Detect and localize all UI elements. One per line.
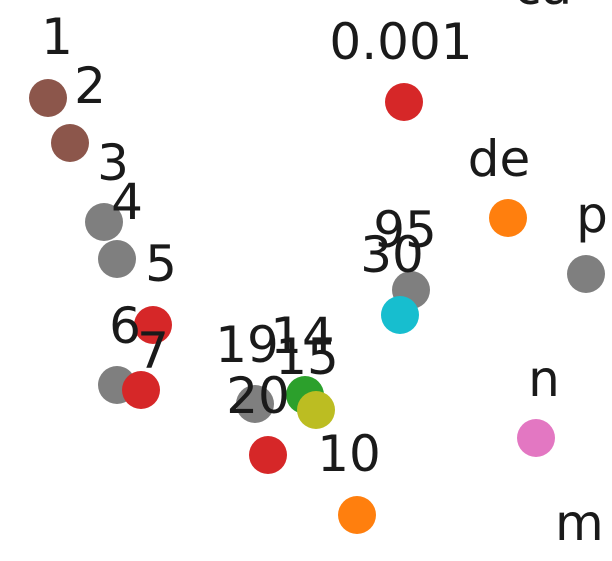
scatter-point-2 [85,203,123,241]
scatter-point-12 [385,83,423,121]
scatter-point-17 [517,419,555,457]
scatter-point-4 [134,306,172,344]
edge-annotation-0: ca [514,0,572,16]
scatter-point-9 [297,391,335,429]
scatter-point-3 [98,240,136,278]
point-label-10: 20 [226,367,290,425]
scatter-point-11 [338,496,376,534]
point-label-15: de [468,130,531,188]
point-label-7: 19 [215,316,279,374]
scatter-point-1 [51,124,89,162]
edge-annotation-1: m [555,494,604,552]
points-layer [29,79,605,534]
point-label-2: 3 [97,134,129,192]
point-label-5: 6 [109,297,141,355]
point-label-17: n [528,350,560,408]
point-label-3: 4 [111,173,143,231]
point-label-14: 30 [360,226,424,284]
scatter-point-16 [567,255,605,293]
scatter-point-0 [29,79,67,117]
point-label-0: 1 [41,8,73,66]
scatter-point-6 [122,371,160,409]
scatter-point-14 [381,296,419,334]
point-label-4: 5 [145,235,177,293]
point-label-1: 2 [74,57,106,115]
point-label-12: 0.001 [329,13,472,71]
point-label-6: 7 [137,322,169,380]
point-label-11: 10 [317,425,381,483]
point-label-13: 95 [373,201,437,259]
point-label-16: p [576,186,608,244]
point-label-9: 15 [275,328,339,386]
scatter-point-15 [489,199,527,237]
scatter-point-10 [249,436,287,474]
scatter-point-7 [236,385,274,423]
point-label-8: 14 [270,307,334,365]
